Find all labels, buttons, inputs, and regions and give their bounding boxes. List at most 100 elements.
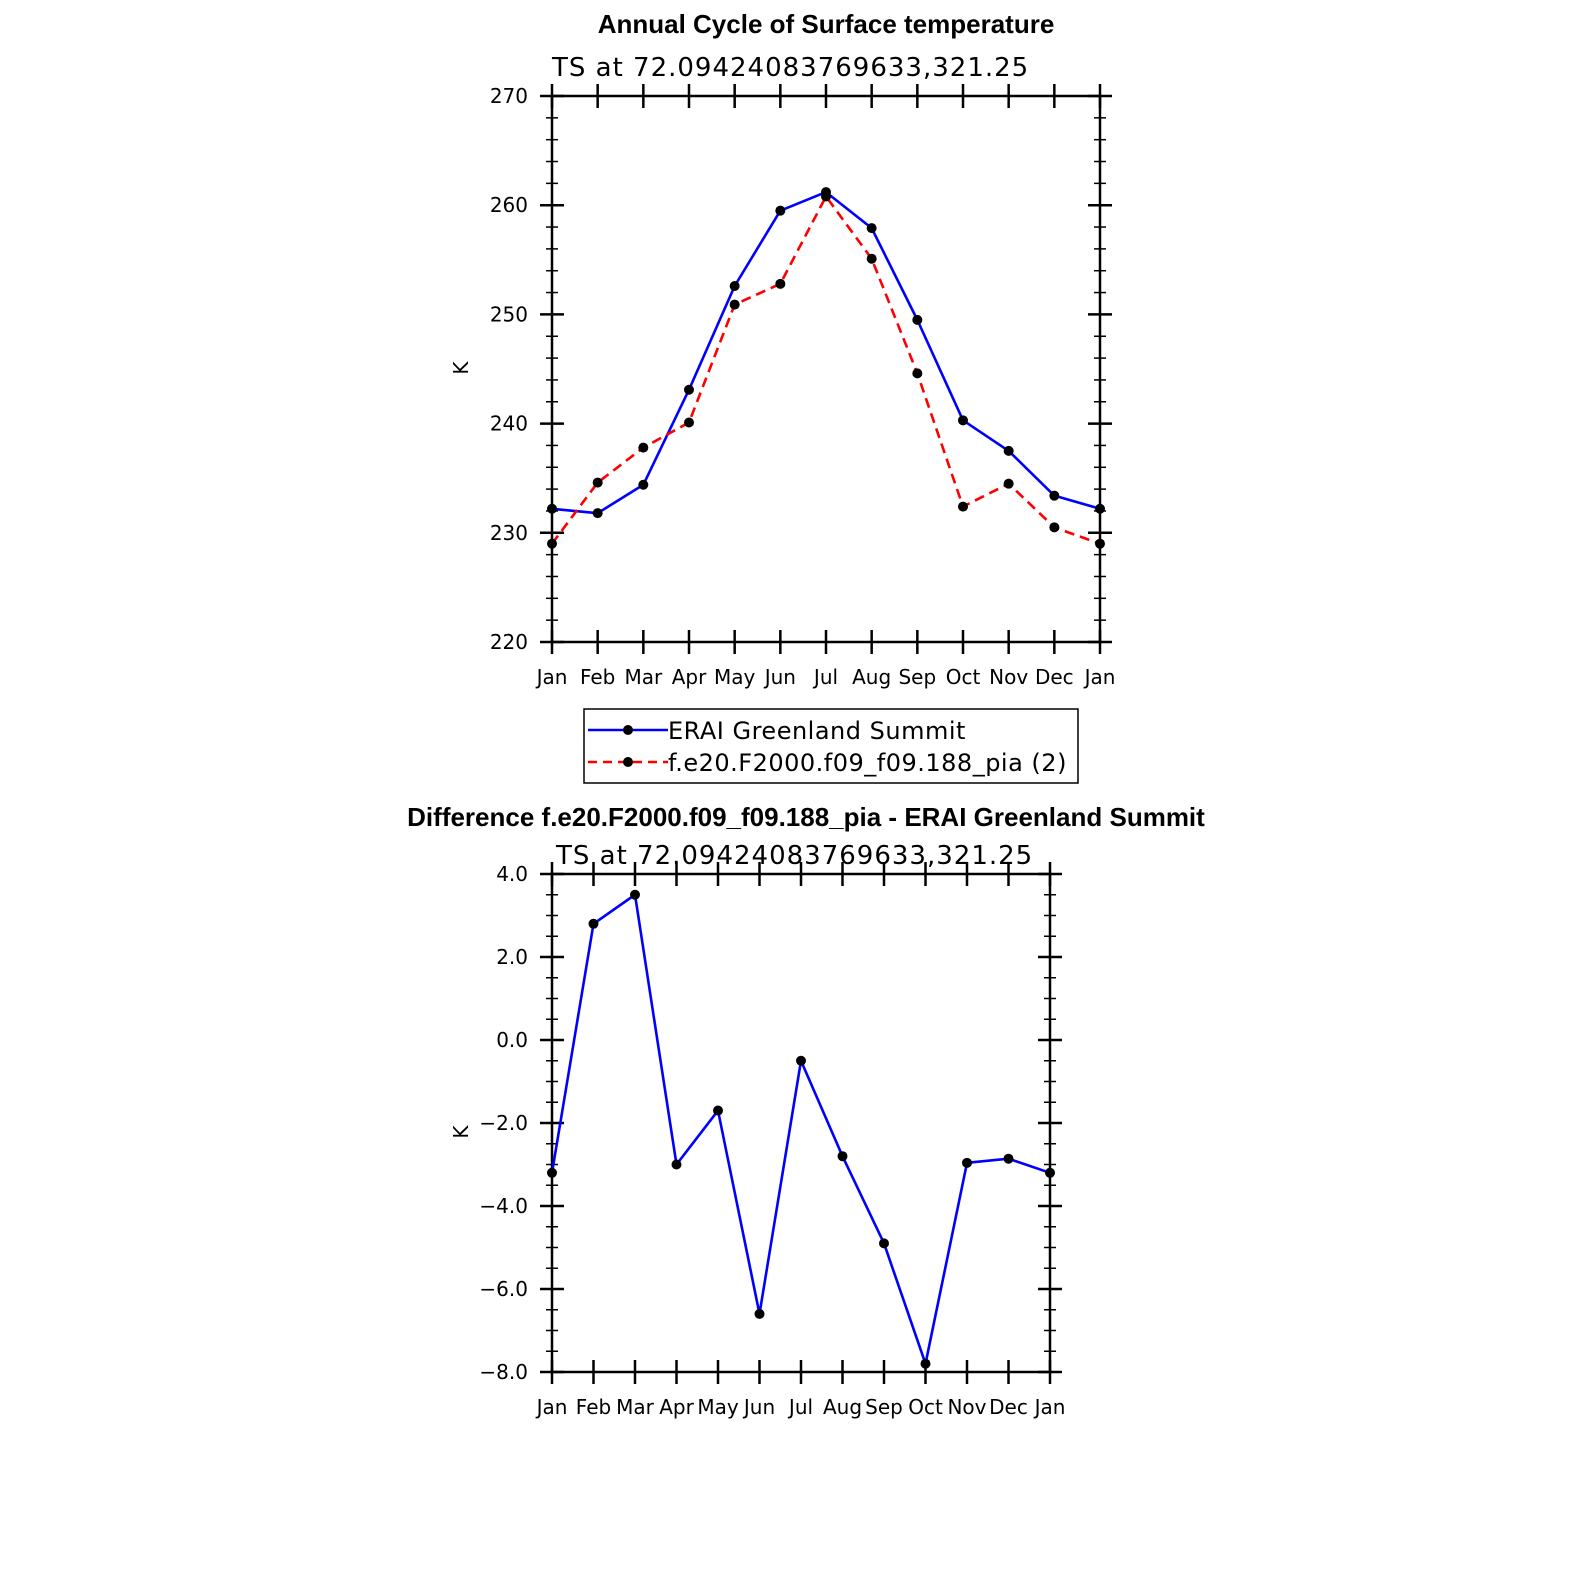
data-point-0-4 — [713, 1105, 723, 1116]
plot-border — [550, 872, 1052, 1374]
data-point-1-8 — [912, 368, 923, 379]
legend-entry-erai: ERAI Greenland Summit — [668, 717, 966, 745]
series-line-0 — [550, 893, 1051, 1365]
data-point-0-2 — [630, 889, 640, 900]
data-point-0-3 — [671, 1159, 682, 1170]
x-tick-label: Oct — [908, 1395, 943, 1419]
data-point-0-8 — [912, 314, 923, 325]
data-point-0-11 — [1049, 490, 1060, 501]
data-point-0-7 — [837, 1151, 848, 1162]
x-tick-label: Dec — [989, 1395, 1028, 1419]
y-tick-label: 4.0 — [496, 862, 528, 886]
y-tick-label: 260 — [490, 193, 528, 217]
data-point-0-12 — [1095, 503, 1105, 514]
data-point-1-1 — [592, 477, 603, 488]
x-tick-labels: Jan Feb Mar Apr May Jun Jul Aug Sep Oct Nov Dec Jan — [535, 1395, 1066, 1419]
y-tick-label: 230 — [490, 521, 528, 545]
data-point-0-8 — [879, 1238, 889, 1249]
axes-frame — [540, 862, 1062, 1384]
legend: ERAI Greenland Summit f.e20.F2000.f09_f0… — [583, 708, 1079, 784]
data-point-0-5 — [754, 1308, 765, 1319]
x-tick-label: Oct — [946, 665, 981, 689]
difference-panel: Difference f.e20.F2000.f09_f09.188_pia -… — [407, 802, 1205, 1419]
x-tick-label: Jun — [742, 1395, 775, 1419]
data-point-1-4 — [729, 299, 740, 310]
y-tick-label: −2.0 — [479, 1111, 528, 1135]
x-tick-label: Nov — [989, 665, 1028, 689]
x-tick-label: Sep — [898, 665, 936, 689]
y-tick-label: −6.0 — [479, 1277, 528, 1301]
data-point-1-12 — [1095, 538, 1105, 549]
x-tick-label: Nov — [947, 1395, 986, 1419]
x-tick-label: Jan — [1083, 665, 1116, 689]
x-tick-label: May — [714, 665, 756, 689]
legend-box — [583, 708, 1079, 784]
data-point-1-5 — [775, 278, 786, 289]
x-tick-label: Jan — [535, 1395, 568, 1419]
y-axis-label: K — [449, 361, 473, 375]
series-line-0 — [551, 190, 1101, 515]
data-point-1-9 — [958, 501, 968, 512]
axes-frame — [540, 84, 1112, 654]
data-point-1-6 — [821, 191, 831, 202]
y-tick-label: 2.0 — [496, 945, 528, 969]
x-tick-label: Mar — [624, 665, 663, 689]
data-point-0-4 — [729, 281, 740, 292]
data-point-0-1 — [592, 508, 603, 519]
data-point-0-2 — [638, 479, 649, 490]
chart-title: Difference f.e20.F2000.f09_f09.188_pia -… — [407, 802, 1205, 832]
x-tick-label: Feb — [576, 1395, 611, 1419]
x-tick-label: Aug — [823, 1395, 862, 1419]
x-tick-labels: Jan Feb Mar Apr May Jun Jul Aug Sep Oct Nov Dec Jan — [535, 665, 1116, 689]
data-point-1-10 — [1003, 478, 1014, 489]
x-tick-label: Dec — [1035, 665, 1074, 689]
x-tick-label: May — [697, 1395, 739, 1419]
x-tick-label: Jul — [812, 665, 838, 689]
data-point-0-1 — [588, 918, 599, 929]
data-point-0-9 — [958, 415, 968, 426]
y-tick-label: −4.0 — [479, 1194, 528, 1218]
data-point-1-3 — [684, 417, 694, 428]
series-lines — [547, 889, 1055, 1369]
legend-entry-model: f.e20.F2000.f09_f09.188_pia (2) — [668, 749, 1067, 777]
x-tick-label: Jul — [787, 1395, 813, 1419]
data-point-0-0 — [547, 1167, 557, 1178]
data-point-0-3 — [684, 384, 694, 395]
y-tick-label: −8.0 — [479, 1360, 528, 1384]
y-tick-label: 270 — [490, 84, 528, 108]
y-tick-labels: 220 230 240 250 260 270 — [490, 84, 528, 654]
data-point-1-0 — [547, 538, 557, 549]
y-tick-label: 0.0 — [496, 1028, 528, 1052]
legend-marker-erai — [623, 725, 633, 735]
data-point-0-10 — [1003, 445, 1014, 456]
data-point-1-2 — [638, 442, 649, 453]
y-tick-labels: −8.0 −6.0 −4.0 −2.0 0.0 2.0 4.0 — [479, 862, 528, 1384]
legend-marker-model — [623, 757, 633, 767]
y-tick-label: 240 — [490, 412, 528, 436]
x-tick-label: Mar — [616, 1395, 655, 1419]
y-tick-label: 250 — [490, 302, 528, 326]
y-tick-label: 220 — [490, 630, 528, 654]
x-tick-label: Apr — [659, 1395, 694, 1419]
data-point-0-6 — [796, 1055, 806, 1066]
data-point-0-12 — [1045, 1167, 1055, 1178]
annual-cycle-panel: Annual Cycle of Surface temperature TS a… — [449, 9, 1116, 784]
chart-subtitle: TS at 72.09424083769633,321.25 — [551, 53, 1029, 83]
x-tick-label: Apr — [672, 665, 707, 689]
plot-border — [550, 94, 1102, 644]
x-tick-label: Aug — [852, 665, 891, 689]
data-point-1-7 — [866, 253, 877, 264]
x-tick-label: Jan — [1033, 1395, 1066, 1419]
data-point-0-5 — [775, 205, 786, 216]
x-tick-label: Jun — [763, 665, 796, 689]
x-tick-label: Sep — [865, 1395, 903, 1419]
y-axis-label: K — [449, 1125, 473, 1139]
series-lines — [547, 187, 1105, 549]
data-point-0-0 — [547, 503, 557, 514]
data-point-0-10 — [962, 1157, 972, 1168]
data-point-0-9 — [920, 1358, 931, 1369]
x-tick-label: Jan — [535, 665, 568, 689]
data-point-1-11 — [1049, 522, 1060, 533]
